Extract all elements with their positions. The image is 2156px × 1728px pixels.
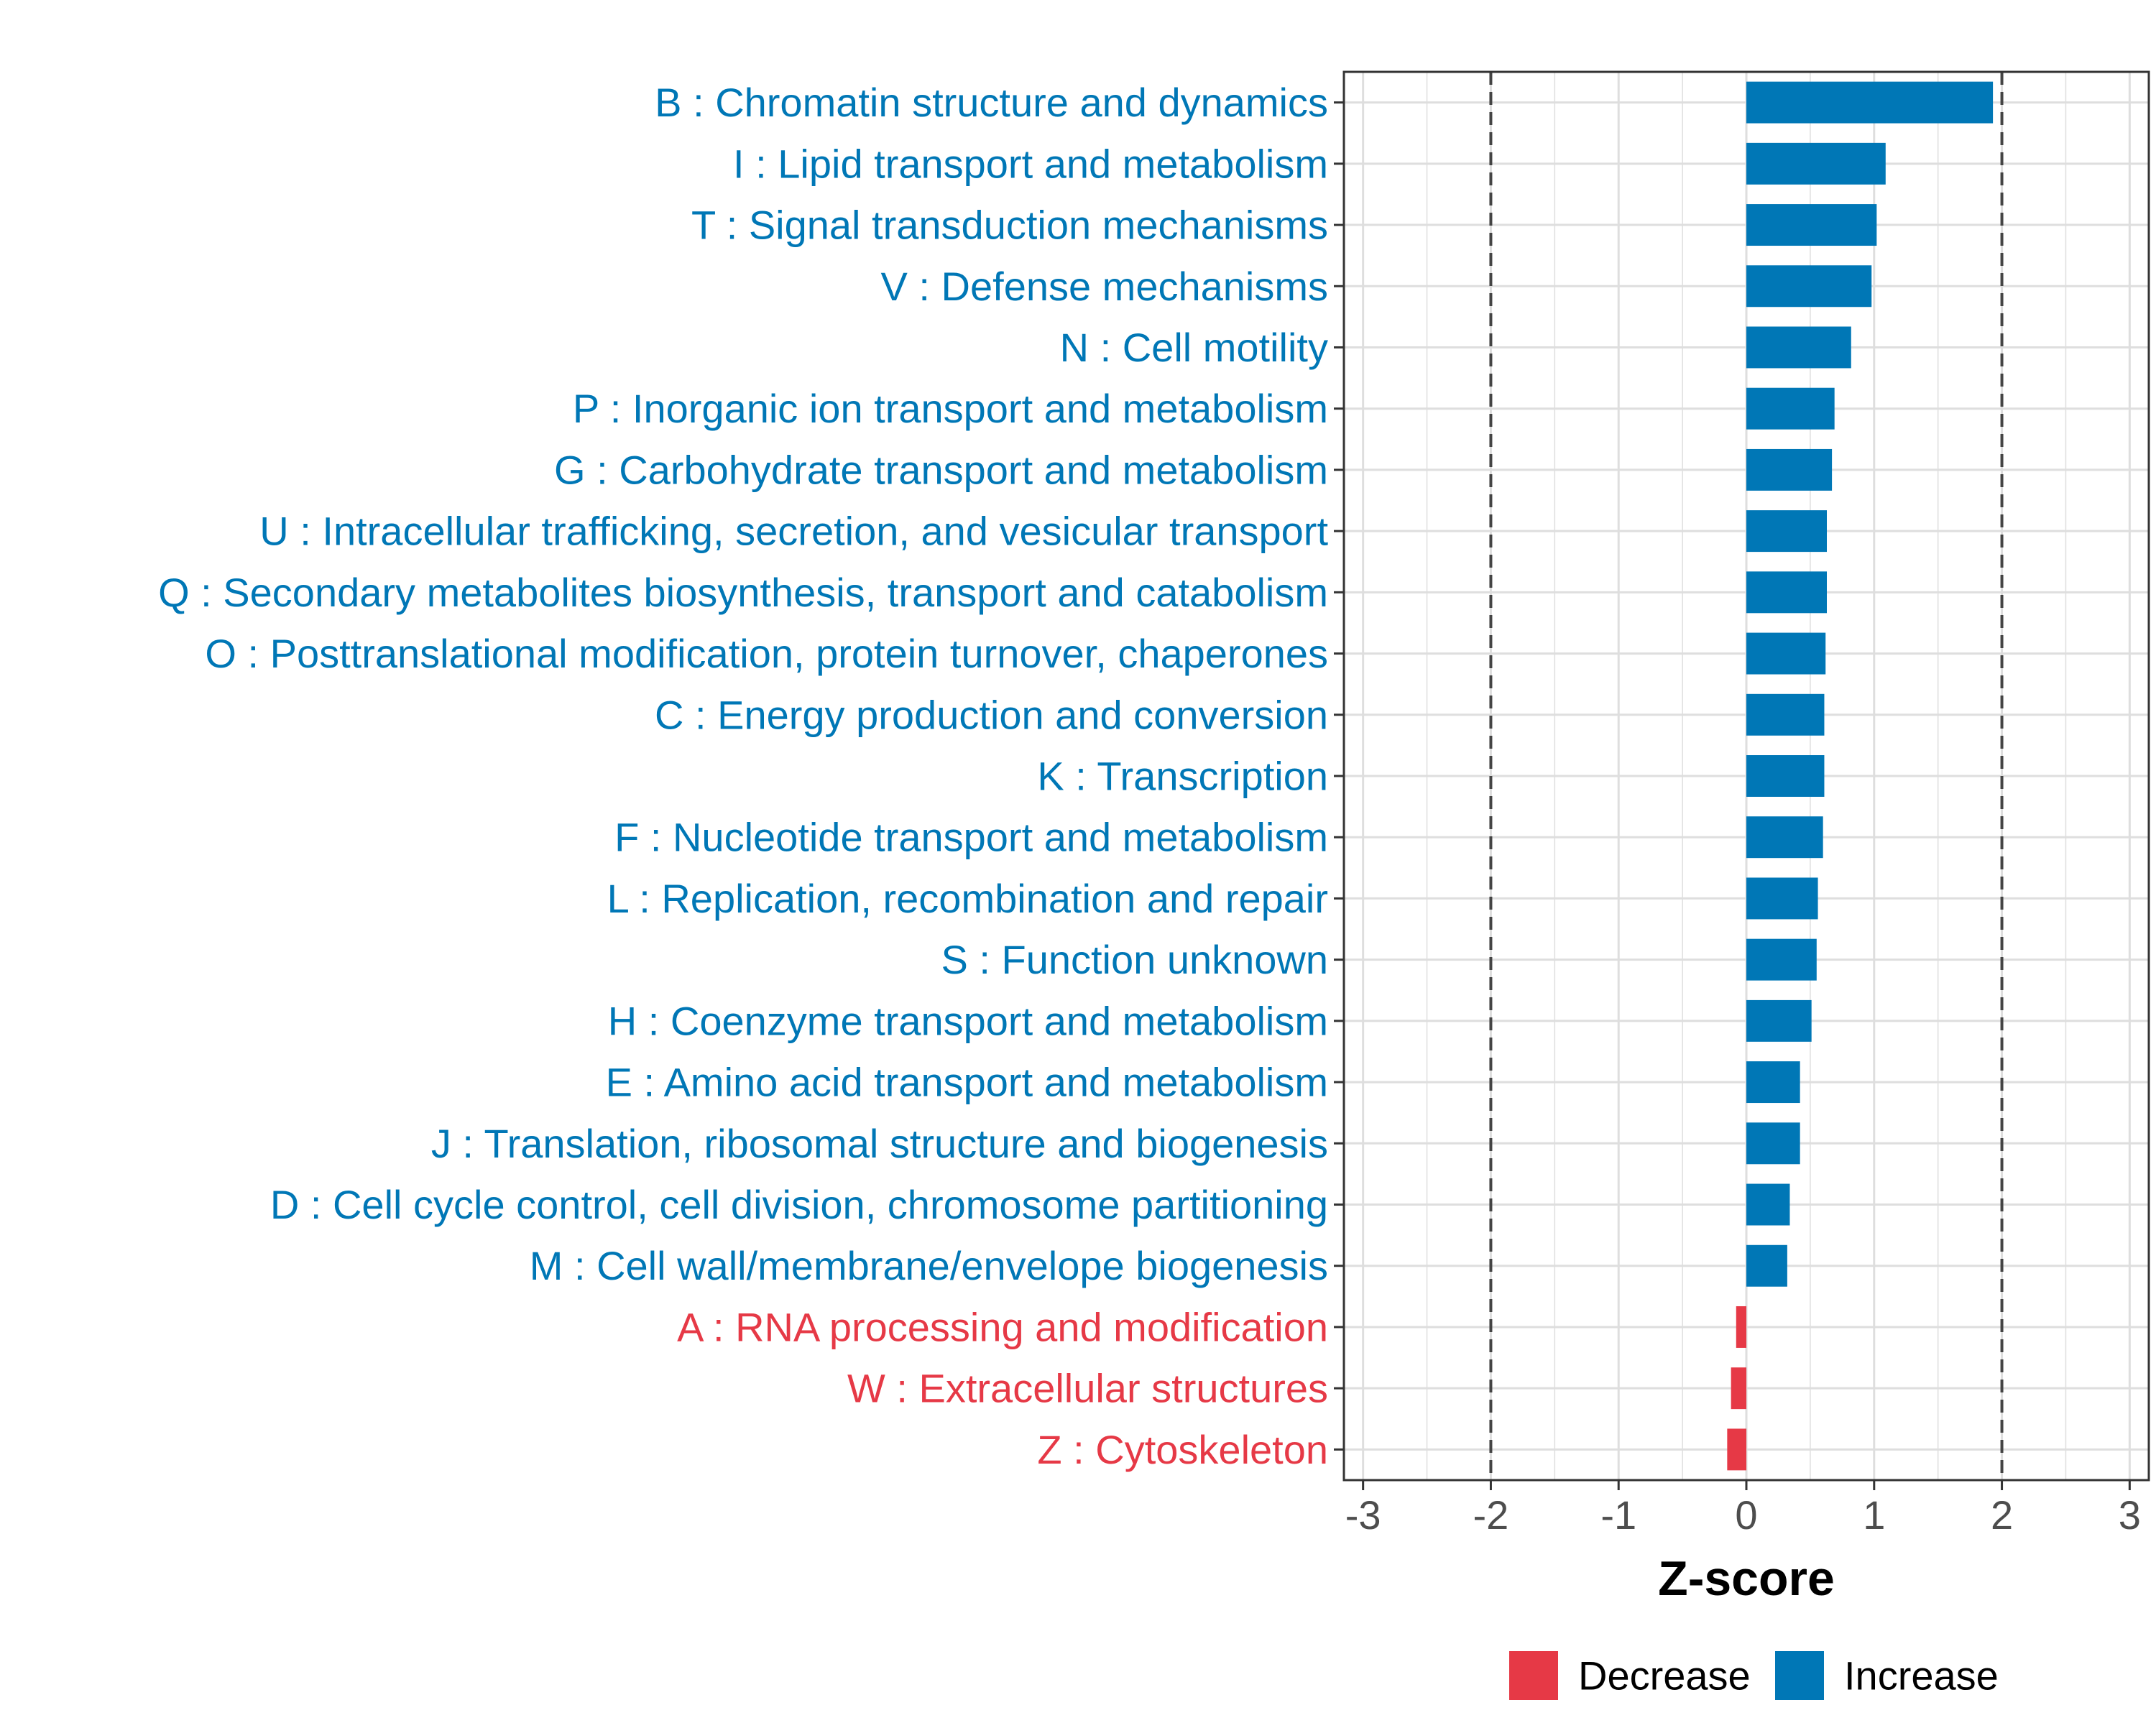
y-tick-label: B : Chromatin structure and dynamics — [655, 80, 1328, 125]
bar-increase — [1746, 142, 1886, 185]
bar-increase — [1746, 326, 1851, 369]
x-axis-title: Z-score — [1658, 1551, 1835, 1606]
legend-swatch-increase — [1775, 1651, 1824, 1700]
bar-increase — [1746, 693, 1825, 736]
y-tick-label: Z : Cytoskeleton — [1037, 1427, 1328, 1472]
bar-increase — [1746, 1183, 1790, 1226]
y-tick-label: C : Energy production and conversion — [655, 692, 1328, 737]
y-tick-label: V : Defense mechanisms — [881, 264, 1328, 309]
y-tick-label: S : Function unknown — [941, 937, 1328, 982]
bar-increase — [1746, 938, 1817, 981]
x-tick-label: -1 — [1600, 1492, 1636, 1538]
bar-increase — [1746, 1122, 1800, 1165]
bar-increase — [1746, 1244, 1787, 1287]
legend: Decrease Increase — [1509, 1651, 1999, 1700]
y-tick-label: Q : Secondary metabolites biosynthesis, … — [158, 570, 1328, 615]
bar-increase — [1746, 571, 1827, 614]
reference-lines — [1489, 72, 2004, 1480]
bar-increase — [1746, 999, 1812, 1042]
bar-increase — [1746, 632, 1826, 675]
y-tick-label: L : Replication, recombination and repai… — [607, 876, 1328, 921]
legend-swatch-decrease — [1509, 1651, 1558, 1700]
bar-decrease — [1731, 1367, 1746, 1410]
y-tick-label: D : Cell cycle control, cell division, c… — [270, 1182, 1328, 1227]
y-tick-label: E : Amino acid transport and metabolism — [606, 1060, 1328, 1105]
y-tick-label: J : Translation, ribosomal structure and… — [431, 1121, 1328, 1166]
legend-label-decrease: Decrease — [1578, 1653, 1751, 1699]
y-tick-label: T : Signal transduction mechanisms — [691, 203, 1328, 248]
bar-decrease — [1736, 1306, 1746, 1348]
x-tick-label: 1 — [1863, 1492, 1885, 1538]
bar-increase — [1746, 448, 1833, 491]
y-tick-label: M : Cell wall/membrane/envelope biogenes… — [530, 1243, 1328, 1288]
y-tick-label: G : Carbohydrate transport and metabolis… — [554, 447, 1328, 492]
y-tick-label: U : Intracellular trafficking, secretion… — [259, 509, 1328, 554]
x-tick-label: 2 — [1991, 1492, 2013, 1538]
x-ticks: -3 -2 -1 0 1 2 3 — [1345, 1480, 2141, 1538]
bar-increase — [1746, 204, 1877, 246]
y-tick-label: H : Coenzyme transport and metabolism — [608, 998, 1328, 1043]
y-tick-label: N : Cell motility — [1060, 325, 1328, 370]
legend-label-increase: Increase — [1844, 1653, 1999, 1699]
bar-increase — [1746, 81, 1994, 124]
y-ticks: B : Chromatin structure and dynamics I : … — [158, 80, 1344, 1472]
bar-increase — [1746, 1061, 1800, 1104]
bars — [1727, 81, 1994, 1471]
y-tick-label: I : Lipid transport and metabolism — [733, 141, 1328, 186]
x-tick-label: -3 — [1345, 1492, 1381, 1538]
bar-increase — [1746, 816, 1823, 859]
y-tick-label: O : Posttranslational modification, prot… — [205, 631, 1328, 676]
bar-decrease — [1727, 1428, 1746, 1471]
y-tick-label: K : Transcription — [1037, 754, 1328, 799]
y-tick-label: P : Inorganic ion transport and metaboli… — [573, 386, 1328, 431]
bar-increase — [1746, 755, 1825, 797]
y-tick-label: A : RNA processing and modification — [677, 1304, 1328, 1349]
x-tick-label: -2 — [1473, 1492, 1509, 1538]
bar-increase — [1746, 510, 1827, 553]
y-tick-label: F : Nucleotide transport and metabolism — [614, 815, 1328, 860]
bar-increase — [1746, 265, 1872, 308]
x-tick-label: 3 — [2119, 1492, 2141, 1538]
bar-increase — [1746, 387, 1835, 430]
y-tick-label: W : Extracellular structures — [847, 1366, 1328, 1411]
x-tick-label: 0 — [1735, 1492, 1757, 1538]
bar-increase — [1746, 877, 1818, 920]
